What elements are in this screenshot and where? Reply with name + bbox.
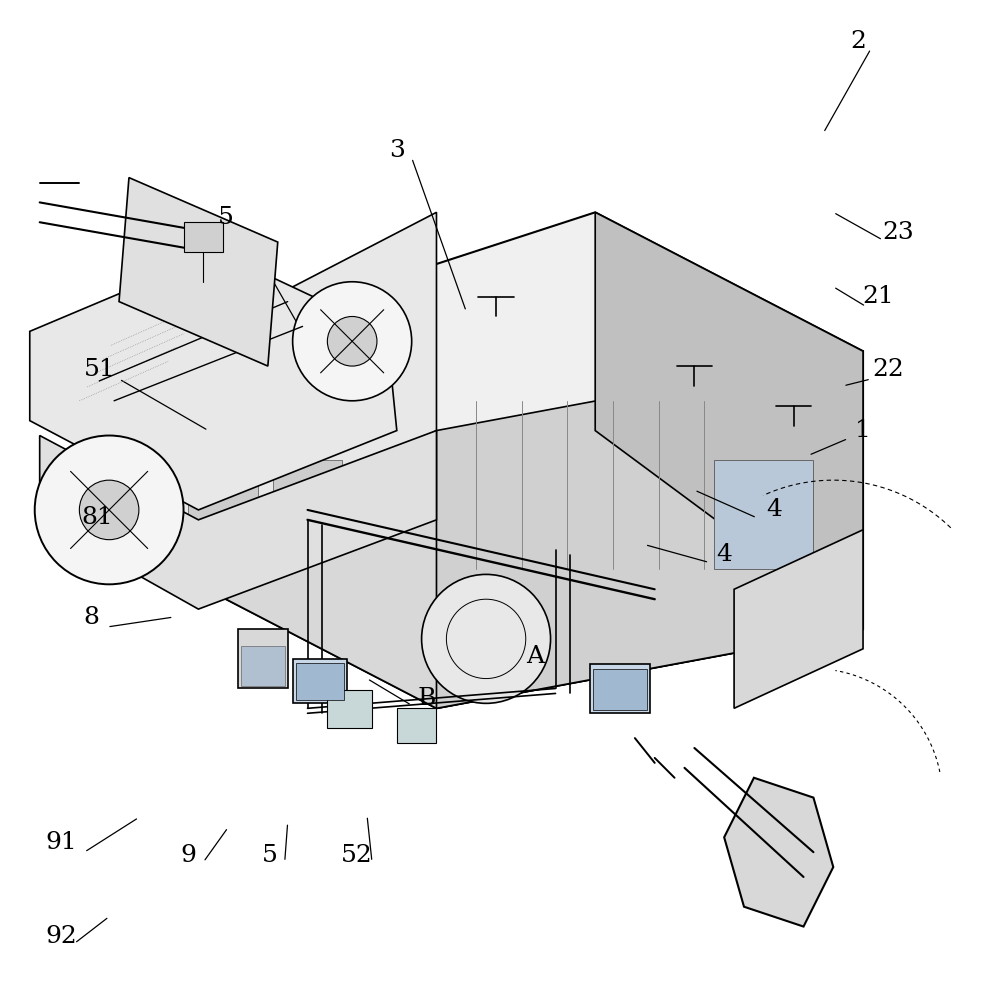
Bar <box>397 708 436 743</box>
Polygon shape <box>169 212 436 569</box>
Text: 92: 92 <box>46 925 77 948</box>
Text: B: B <box>418 687 435 710</box>
Text: 52: 52 <box>341 844 373 867</box>
Polygon shape <box>595 212 863 629</box>
Polygon shape <box>436 351 863 708</box>
Text: 22: 22 <box>872 358 904 381</box>
Bar <box>188 450 258 530</box>
Bar <box>296 663 344 700</box>
Polygon shape <box>169 431 863 708</box>
Text: 9: 9 <box>181 844 196 867</box>
Circle shape <box>422 574 551 703</box>
Polygon shape <box>724 778 833 927</box>
Circle shape <box>327 316 377 366</box>
Polygon shape <box>734 530 863 708</box>
Text: 5: 5 <box>262 844 278 867</box>
Bar <box>241 646 285 686</box>
Text: 81: 81 <box>81 506 113 529</box>
Polygon shape <box>169 212 863 708</box>
Text: 2: 2 <box>850 30 866 53</box>
Polygon shape <box>119 178 278 366</box>
Bar <box>238 629 288 688</box>
Bar <box>293 659 347 703</box>
Bar <box>327 690 372 728</box>
Text: 5: 5 <box>218 206 234 229</box>
Polygon shape <box>40 431 436 609</box>
Bar <box>593 669 647 710</box>
Text: A: A <box>527 645 545 668</box>
Bar <box>714 460 813 569</box>
Text: 4: 4 <box>766 498 782 521</box>
Circle shape <box>293 282 412 401</box>
Text: 51: 51 <box>83 358 115 381</box>
Text: 23: 23 <box>882 221 914 244</box>
Bar <box>184 222 223 252</box>
Polygon shape <box>30 252 397 510</box>
Text: 8: 8 <box>83 606 99 629</box>
Text: 3: 3 <box>389 139 405 162</box>
Text: 21: 21 <box>862 285 894 308</box>
Circle shape <box>79 480 139 540</box>
Text: 1: 1 <box>855 419 871 442</box>
Bar <box>590 664 650 713</box>
Bar <box>273 460 342 540</box>
Circle shape <box>35 436 184 584</box>
Text: 91: 91 <box>46 831 77 854</box>
Text: 4: 4 <box>716 543 732 566</box>
